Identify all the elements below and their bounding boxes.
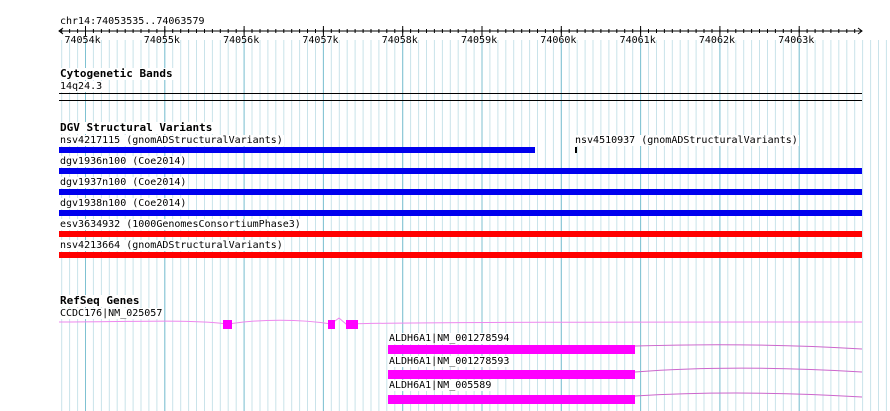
gene-label: CCDC176|NM_025057 xyxy=(59,308,164,319)
ruler-tick-label: 74058k xyxy=(381,35,418,46)
ruler-tick-label: 74057k xyxy=(302,35,339,46)
gene-intron xyxy=(634,392,863,398)
dgv-feature-label: nsv4510937 (gnomADStructuralVariants) xyxy=(574,135,799,146)
dgv-track-title[interactable]: DGV Structural Variants xyxy=(59,121,214,134)
coordinate-ruler[interactable] xyxy=(0,0,890,50)
dgv-feature-bar[interactable] xyxy=(59,168,862,174)
region-label: chr14:74053535..74063579 xyxy=(59,16,206,27)
dgv-feature-label: nsv4217115 (gnomADStructuralVariants) xyxy=(59,135,284,146)
gene-exon xyxy=(346,320,358,329)
gene-intron xyxy=(634,367,863,373)
ruler-tick-label: 74056k xyxy=(223,35,260,46)
ruler-tick-label: 74059k xyxy=(461,35,498,46)
gene-label: ALDH6A1|NM_005589 xyxy=(388,380,493,391)
cytoband-bottom-line xyxy=(59,100,862,101)
cytoband-label: 14q24.3 xyxy=(59,81,104,92)
ruler-tick-label: 74055k xyxy=(143,35,180,46)
gene-label: ALDH6A1|NM_001278594 xyxy=(388,333,511,344)
dgv-feature-label: dgv1936n100 (Coe2014) xyxy=(59,156,188,167)
cytoband-top-line xyxy=(59,93,862,94)
gene-model-aldh6a1-nm-001278594[interactable] xyxy=(388,344,863,354)
ruler-tick-label: 74061k xyxy=(619,35,656,46)
dgv-feature-label: nsv4213664 (gnomADStructuralVariants) xyxy=(59,240,284,251)
refseq-track-title[interactable]: RefSeq Genes xyxy=(59,294,141,307)
gene-model-ccdc176[interactable] xyxy=(58,317,863,329)
dgv-feature-label: esv3634932 (1000GenomesConsortiumPhase3) xyxy=(59,219,302,230)
dgv-feature-bar[interactable] xyxy=(59,252,862,258)
dgv-feature-bar[interactable] xyxy=(59,210,862,216)
gene-exon xyxy=(328,320,335,329)
gene-exon xyxy=(388,395,635,404)
dgv-feature-bar[interactable] xyxy=(59,231,862,237)
gene-intron xyxy=(634,344,863,350)
cytoband-track-title[interactable]: Cytogenetic Bands xyxy=(59,67,174,80)
ruler-arrow xyxy=(857,27,863,35)
gene-exon xyxy=(223,320,232,329)
gene-label: ALDH6A1|NM_001278593 xyxy=(388,356,511,367)
gene-model-aldh6a1-nm-005589[interactable] xyxy=(388,392,863,404)
gene-intron xyxy=(58,317,863,325)
dgv-feature-bar[interactable] xyxy=(59,147,535,153)
ruler-tick-label: 74060k xyxy=(540,35,577,46)
gene-exon xyxy=(388,370,635,379)
gene-model-aldh6a1-nm-001278593[interactable] xyxy=(388,367,863,379)
dgv-feature-label: dgv1937n100 (Coe2014) xyxy=(59,177,188,188)
gene-exon xyxy=(388,345,635,354)
ruler-tick-label: 74054k xyxy=(64,35,101,46)
dgv-feature-bar[interactable] xyxy=(59,189,862,195)
ruler-tick-label: 74063k xyxy=(778,35,815,46)
ruler-tick-label: 74062k xyxy=(698,35,736,46)
dgv-feature-label: dgv1938n100 (Coe2014) xyxy=(59,198,188,209)
dgv-feature-bar[interactable] xyxy=(575,147,577,153)
